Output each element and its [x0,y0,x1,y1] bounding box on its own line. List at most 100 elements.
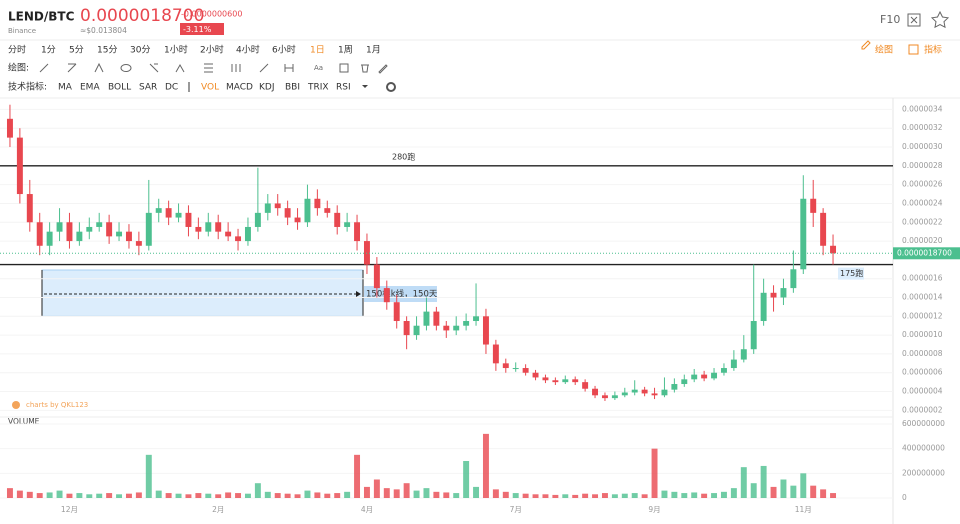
draw-icon [861,40,871,50]
volume-bar [344,491,351,498]
candle-body [592,388,599,396]
level-label: 175跑 [840,269,863,278]
volume-tick-label: 200000000 [902,468,945,477]
volume-tick-label: 0 [902,493,907,502]
interval[interactable]: 1月 [366,45,381,56]
candle-body [96,222,103,227]
candle-body [681,379,688,385]
level-label-bg [838,267,864,280]
last-price-bg [893,247,960,260]
indicator-button[interactable]: 指标 [924,44,942,56]
volume-bar [601,493,608,498]
volume-bar [125,493,132,498]
volume-bar [720,491,727,498]
x-tick-label: 9月 [648,505,660,514]
candle-body [611,395,618,399]
draw-button[interactable]: 绘图 [875,44,893,56]
candle-body [661,389,668,396]
settings-icon[interactable] [386,82,396,92]
y-tick-label: 0.0000012 [902,311,943,320]
more-indicators[interactable] [362,85,368,88]
x-tick-label: 11月 [795,505,812,514]
volume-bar [522,493,529,498]
fullscreen-icon[interactable] [907,13,921,27]
interval[interactable]: 1分 [41,45,56,56]
volume-bar [810,485,817,498]
candle-body [284,208,291,218]
candle-body [502,363,509,369]
volume-bar [116,494,123,498]
volume-bar [235,493,242,498]
candle-body [512,368,519,370]
indicator[interactable]: TRIX [307,83,329,93]
interval[interactable]: 6小时 [272,44,296,56]
indicator[interactable]: BOLL [108,83,131,93]
volume-bar [155,490,162,498]
volume-bar [294,494,301,498]
volume-bar [443,492,450,498]
candle-body [264,203,271,213]
candle-body [691,374,698,380]
x-tick-label: 12月 [61,505,78,514]
y-tick-label: 0.0000022 [902,217,943,226]
indicator[interactable]: MA [58,83,73,93]
candle-body [274,203,281,209]
favorite-icon[interactable] [930,10,950,29]
candle-body [155,208,162,213]
volume-bar [86,494,93,498]
indicator[interactable]: RSI [336,83,351,93]
volume-label: VOLUME [8,417,40,426]
volume-bar [16,490,23,498]
interval[interactable]: 2小时 [200,44,224,56]
draw-tools[interactable]: Aa [39,62,388,74]
y-tick-label: 0.0000028 [902,161,943,170]
volume-tick-label: 600000000 [902,419,945,428]
candle-body [116,231,123,237]
volume-bar [820,489,827,498]
volume-bar [185,494,192,498]
interval[interactable]: 30分 [130,45,150,56]
volume-bar [473,486,480,498]
candle-body [135,241,142,246]
f10-button[interactable]: F10 [880,13,900,26]
indicator[interactable]: DC [165,83,178,93]
candle-body [185,212,192,227]
indicator[interactable]: KDJ [259,83,275,93]
y-tick-label: 0.0000034 [902,104,943,113]
indicator[interactable]: EMA [80,83,100,93]
interval[interactable]: 1周 [338,45,353,56]
indicator[interactable]: MACD [226,83,253,93]
change: -0.0000000600 [181,10,242,19]
volume-bar [641,494,648,498]
interval[interactable]: 4小时 [236,44,260,56]
volume-bar [6,488,13,498]
indicator[interactable]: SAR [139,83,157,93]
draw-tools-label: 绘图: [8,62,29,74]
interval[interactable]: 5分 [69,45,84,56]
candle-body [76,231,83,242]
volume-bar [403,483,410,498]
candle-body [631,389,638,393]
indicator[interactable]: BBI [285,83,300,93]
volume-bar [631,493,638,498]
candle-body [145,212,152,246]
interval[interactable]: 分时 [8,44,26,56]
volume-bar [671,491,678,498]
y-tick-label: 0.0000030 [902,142,943,151]
x-tick-label: 2月 [212,505,224,514]
volume-bar [830,493,837,498]
interval-active[interactable]: 1日 [310,45,325,56]
volume-bar [790,485,797,498]
candle-body [760,292,767,322]
volume-bar [66,493,73,498]
candle-body [790,269,797,289]
indicator-active[interactable]: VOL [201,83,219,93]
y-tick-label: 0.0000004 [902,387,943,396]
interval[interactable]: 15分 [97,45,117,56]
candle-body [740,349,747,360]
interval[interactable]: 1小时 [164,44,188,56]
volume-bar [661,490,668,498]
candle-body [413,325,420,336]
